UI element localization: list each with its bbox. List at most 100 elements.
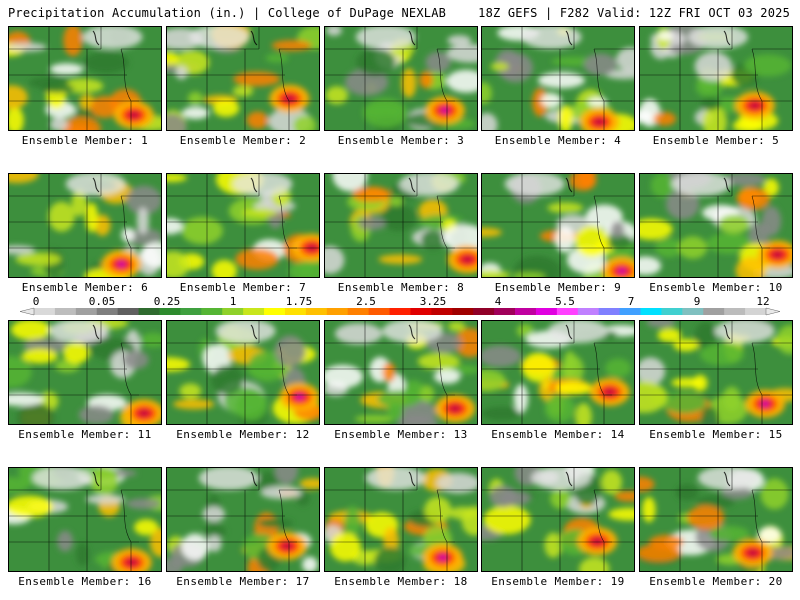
colorbar-swatch: [264, 308, 286, 315]
colorbar-tick-label: 12: [756, 295, 769, 308]
colorbar-swatch: [410, 308, 432, 315]
colorbar-tick-label: 0.25: [154, 295, 181, 308]
colorbar-graphic: 0 0.05 0.25 1 1.75 2.5 3.25 4 5.5 7 9 12: [19, 295, 781, 316]
precip-field: [482, 27, 634, 130]
ensemble-member-label: Ensemble Member: 20: [649, 575, 783, 588]
precip-field: [325, 321, 477, 424]
colorbar-swatch: [535, 308, 558, 315]
ensemble-member-label: Ensemble Member: 9: [494, 281, 622, 294]
ensemble-member-map: [166, 26, 320, 131]
state-boundaries: [640, 321, 792, 424]
ensemble-member-map: [166, 467, 320, 572]
ensemble-member-label: Ensemble Member: 11: [18, 428, 152, 441]
colorbar-swatch: [34, 308, 56, 315]
precip-field: [482, 174, 634, 277]
ensemble-member-label: Ensemble Member: 2: [179, 134, 307, 147]
colorbar-swatch: [159, 308, 181, 315]
state-boundaries: [482, 27, 634, 130]
ensemble-member-map: [324, 173, 478, 278]
precip-field: [167, 27, 319, 130]
colorbar-swatch: [598, 308, 620, 315]
colorbar-tick-label: 1: [230, 295, 237, 308]
ensemble-member-map: [481, 467, 635, 572]
colorbar-swatch: [138, 308, 160, 315]
ensemble-member-label: Ensemble Member: 15: [649, 428, 783, 441]
precip-field: [167, 174, 319, 277]
colorbar-swatch: [703, 308, 725, 315]
ensemble-member-map: [8, 173, 162, 278]
ensemble-member-map: [166, 320, 320, 425]
precip-field: [9, 468, 161, 571]
valid-time-label: 18Z GEFS | F282 Valid: 12Z FRI OCT 03 20…: [478, 6, 790, 20]
ensemble-member-label: Ensemble Member: 3: [337, 134, 465, 147]
state-boundaries: [482, 174, 634, 277]
precip-field: [640, 27, 792, 130]
colorbar-swatch: [180, 308, 202, 315]
state-boundaries: [325, 174, 477, 277]
colorbar-max-arrow: [765, 307, 781, 316]
ensemble-member-map: [166, 173, 320, 278]
ensemble-member-label: Ensemble Member: 5: [652, 134, 780, 147]
colorbar-tick-label: 9: [694, 295, 701, 308]
colorbar-swatch: [305, 308, 328, 315]
state-boundaries: [482, 468, 634, 571]
ensemble-member-map: [324, 320, 478, 425]
precip-field: [9, 174, 161, 277]
colorbar-swatch: [389, 308, 411, 315]
colorbar-swatch: [515, 308, 537, 315]
precip-field: [482, 468, 634, 571]
colorbar-tick-label: 5.5: [555, 295, 575, 308]
ensemble-member-label: Ensemble Member: 19: [491, 575, 625, 588]
ensemble-member-map: [324, 26, 478, 131]
colorbar-min-arrow: [19, 307, 35, 316]
colorbar-swatch: [661, 308, 683, 315]
ensemble-member-label: Ensemble Member: 12: [176, 428, 310, 441]
colorbar-swatch: [347, 308, 370, 315]
colorbar-swatch: [452, 308, 474, 315]
ensemble-member-label: Ensemble Member: 6: [21, 281, 149, 294]
ensemble-member-map: [481, 173, 635, 278]
precip-field: [167, 468, 319, 571]
precip-field: [9, 321, 161, 424]
ensemble-member-label: Ensemble Member: 13: [334, 428, 468, 441]
colorbar-swatch: [473, 308, 495, 315]
precip-field: [325, 174, 477, 277]
colorbar-swatch: [326, 308, 349, 315]
state-boundaries: [640, 27, 792, 130]
ensemble-member-map: [639, 467, 793, 572]
state-boundaries: [9, 468, 161, 571]
colorbar-swatch: [494, 308, 516, 315]
state-boundaries: [167, 174, 319, 277]
colorbar-tick-label: 2.5: [356, 295, 376, 308]
colorbar-tick-label: 4: [495, 295, 502, 308]
colorbar-tick-label: 1.75: [286, 295, 313, 308]
colorbar-tick-label: 3.25: [420, 295, 447, 308]
state-boundaries: [9, 27, 161, 130]
precip-field: [482, 321, 634, 424]
state-boundaries: [167, 27, 319, 130]
ensemble-member-map: [639, 26, 793, 131]
ensemble-member-label: Ensemble Member: 1: [21, 134, 149, 147]
precip-field: [167, 321, 319, 424]
state-boundaries: [167, 321, 319, 424]
colorbar-swatch: [96, 308, 119, 315]
ensemble-member-map: [481, 26, 635, 131]
ensemble-member-map: [8, 467, 162, 572]
colorbar-swatch: [243, 308, 265, 315]
ensemble-member-label: Ensemble Member: 18: [334, 575, 468, 588]
ensemble-member-label: Ensemble Member: 4: [494, 134, 622, 147]
ensemble-member-label: Ensemble Member: 7: [179, 281, 307, 294]
colorbar-swatch: [284, 308, 307, 315]
state-boundaries: [325, 27, 477, 130]
colorbar-swatch: [682, 308, 704, 315]
colorbar-swatch: [431, 308, 453, 315]
colorbar-swatch: [117, 308, 139, 315]
state-boundaries: [9, 174, 161, 277]
colorbar-tick-label: 0: [33, 295, 40, 308]
ensemble-member-label: Ensemble Member: 10: [649, 281, 783, 294]
colorbar-tick-label: 0.05: [89, 295, 116, 308]
precip-field: [325, 468, 477, 571]
colorbar-swatch: [556, 308, 579, 315]
precip-field: [640, 321, 792, 424]
colorbar-swatch: [724, 308, 746, 315]
